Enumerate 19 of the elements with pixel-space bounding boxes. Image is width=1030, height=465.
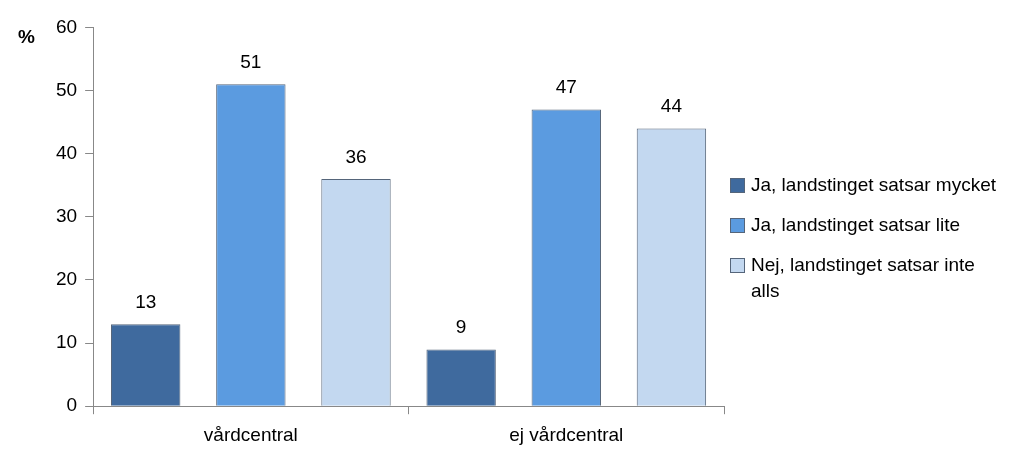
y-tick-label: 50	[55, 78, 78, 100]
data-label: 36	[345, 145, 367, 167]
x-tick-label: vårdcentral	[203, 423, 298, 445]
data-label: 13	[135, 290, 157, 312]
y-tick-label: 60	[55, 15, 78, 37]
y-tick-label: 10	[55, 331, 78, 353]
y-tick-label: 20	[55, 268, 78, 290]
data-label: 44	[660, 95, 683, 117]
y-tick-label: 40	[55, 141, 78, 163]
x-tick-label: ej vårdcentral	[509, 423, 624, 445]
data-label: 47	[555, 76, 577, 98]
y-tick-label: 0	[66, 394, 78, 416]
legend-label: Nej, landstinget satsar inte alls	[751, 253, 976, 303]
data-label: 9	[455, 316, 467, 338]
y-tick-label: 30	[55, 205, 78, 227]
legend-label: Ja, landstinget satsar lite	[751, 213, 962, 237]
data-label: 51	[240, 50, 262, 72]
y-axis-title: %	[18, 25, 35, 47]
legend-label: Ja, landstinget satsar mycket	[751, 173, 997, 197]
